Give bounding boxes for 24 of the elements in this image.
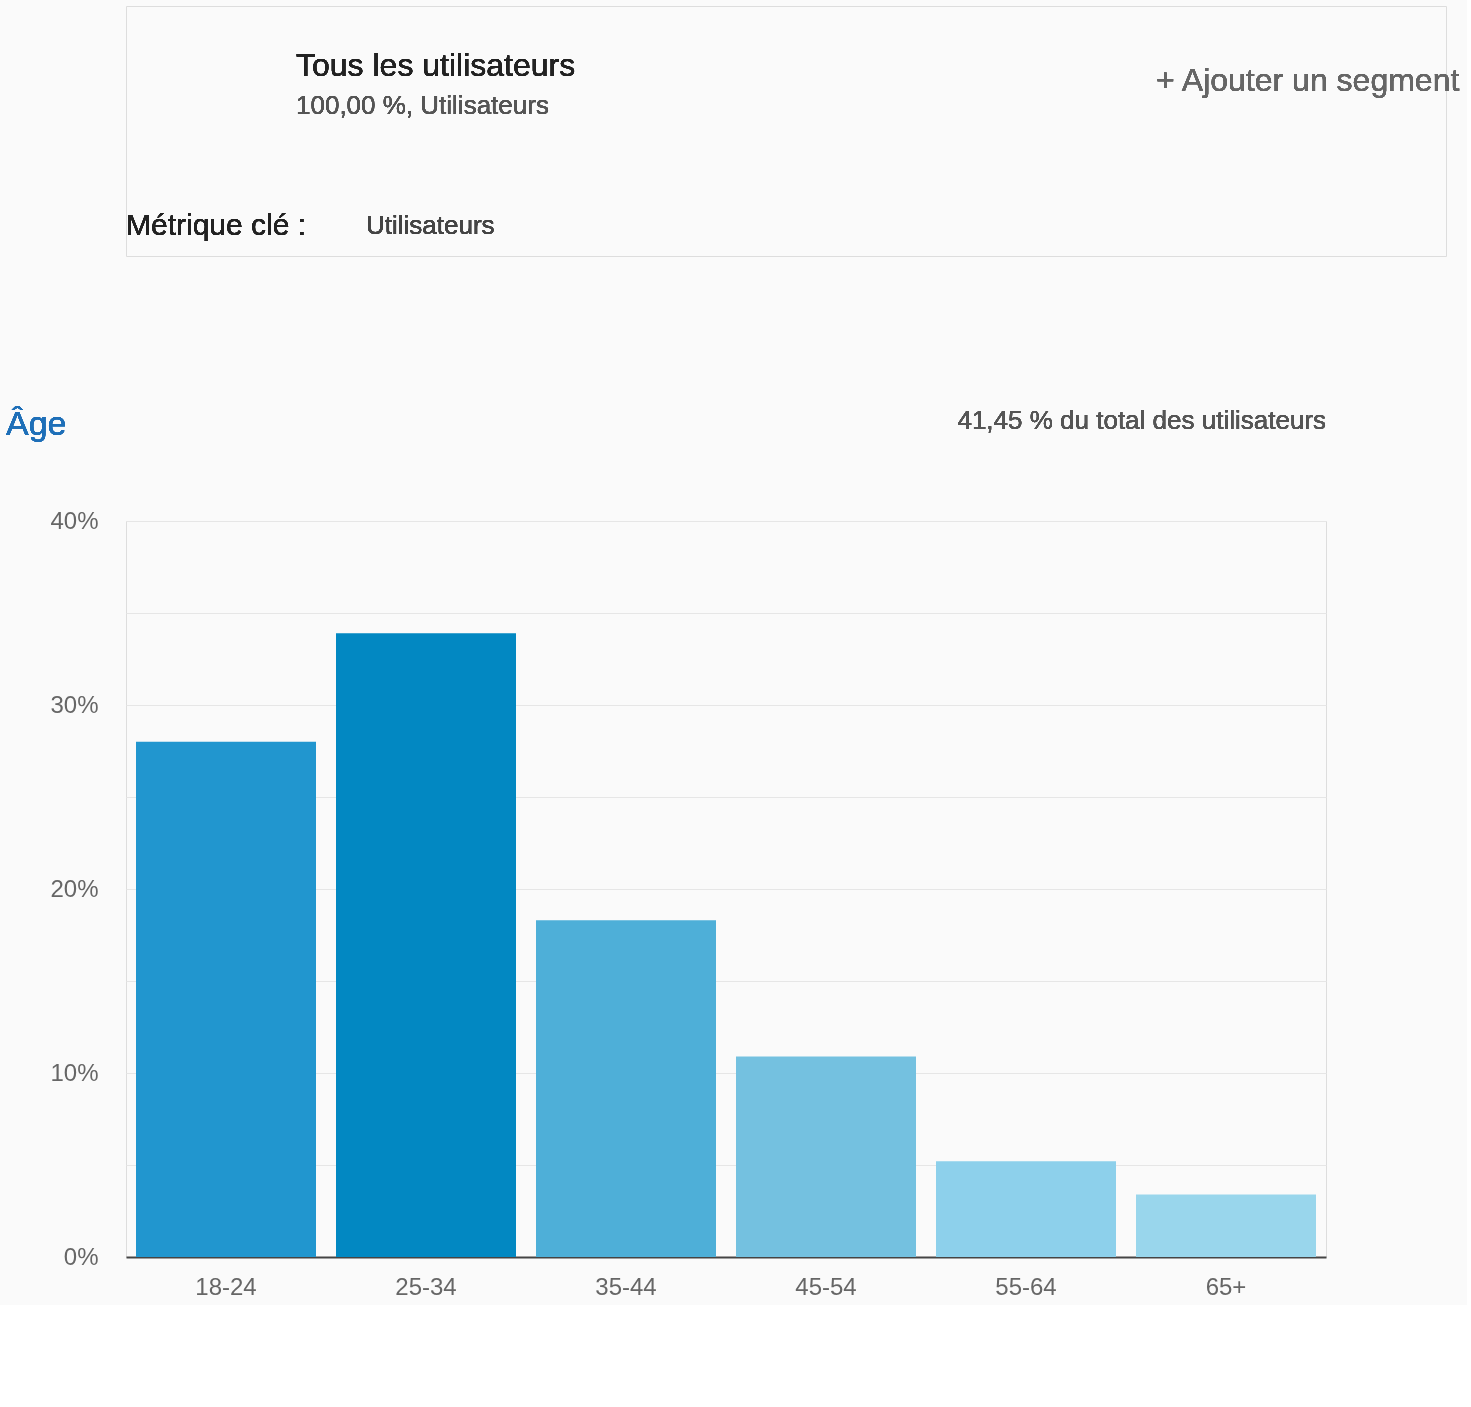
x-tick-label: 55-64 xyxy=(995,1272,1057,1300)
text: Métrique clé : xyxy=(126,208,307,241)
y-tick-label: 0% xyxy=(63,1242,99,1270)
x-tick-label: 25-34 xyxy=(395,1272,457,1300)
x-tick-label: 35-44 xyxy=(595,1272,657,1300)
text: + Ajouter un segment xyxy=(1156,62,1460,98)
y-tick-label: 20% xyxy=(50,874,99,902)
text: 100,00 %, Utilisateurs xyxy=(296,90,549,120)
text: Tous les utilisateurs xyxy=(296,47,576,83)
x-tick-label: 45-54 xyxy=(795,1272,857,1300)
y-tick-label: 10% xyxy=(50,1058,99,1086)
bar xyxy=(936,1161,1116,1257)
y-tick-label: 40% xyxy=(50,506,99,534)
text: Utilisateurs xyxy=(366,210,495,240)
bar xyxy=(736,1056,916,1257)
x-tick-label: 65+ xyxy=(1205,1272,1247,1300)
y-tick-label: 30% xyxy=(50,690,99,718)
bar xyxy=(136,741,316,1257)
chart-subtitle: 41,45 % du total des utilisateurs xyxy=(957,405,1326,435)
bar xyxy=(336,633,516,1257)
x-tick-label: 18-24 xyxy=(195,1272,257,1300)
bar xyxy=(536,920,716,1257)
chart-title: Âge xyxy=(6,404,67,442)
bar xyxy=(1136,1194,1316,1257)
